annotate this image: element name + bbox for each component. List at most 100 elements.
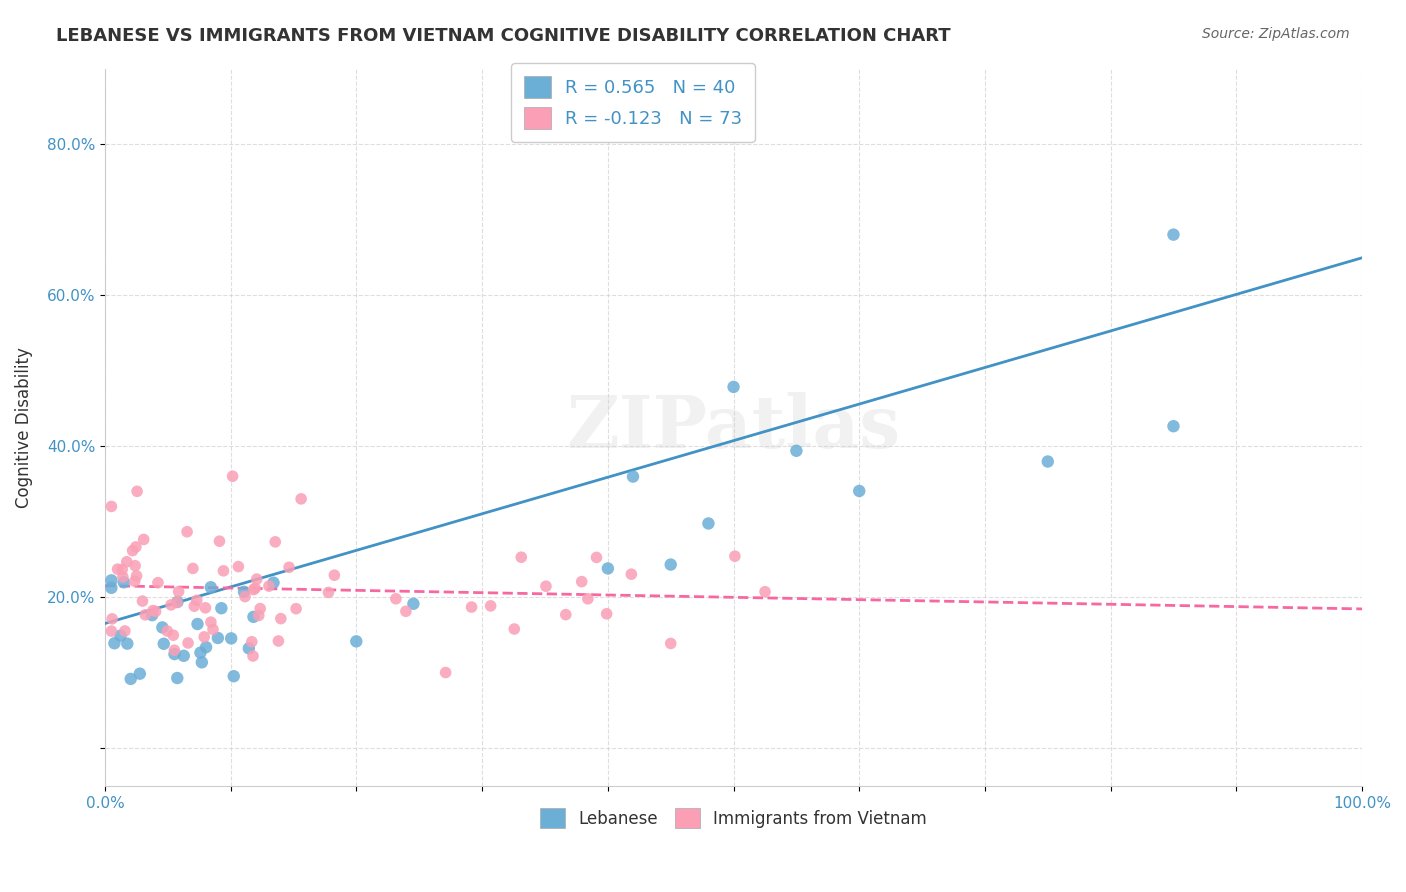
- Point: [596, 561, 619, 575]
- Point: [166, 671, 188, 685]
- Point: [754, 584, 776, 599]
- Point: [160, 598, 183, 612]
- Point: [166, 595, 188, 609]
- Point: [128, 666, 150, 681]
- Point: [125, 484, 148, 499]
- Point: [323, 568, 346, 582]
- Point: [278, 560, 301, 574]
- Point: [621, 469, 644, 483]
- Point: [112, 575, 135, 590]
- Point: [145, 604, 167, 618]
- Point: [176, 524, 198, 539]
- Point: [141, 608, 163, 623]
- Point: [200, 580, 222, 594]
- Point: [146, 575, 169, 590]
- Point: [585, 550, 607, 565]
- Point: [124, 558, 146, 573]
- Point: [242, 648, 264, 663]
- Point: [150, 620, 173, 634]
- Point: [249, 601, 271, 615]
- Point: [100, 624, 122, 639]
- Point: [124, 574, 146, 589]
- Point: [186, 593, 208, 607]
- Point: [395, 604, 418, 618]
- Point: [242, 610, 264, 624]
- Point: [177, 636, 200, 650]
- Point: [103, 636, 125, 650]
- Point: [246, 572, 269, 586]
- Point: [111, 570, 134, 584]
- Point: [221, 469, 243, 483]
- Point: [620, 567, 643, 582]
- Point: [181, 561, 204, 575]
- Point: [207, 631, 229, 645]
- Point: [434, 665, 457, 680]
- Point: [131, 594, 153, 608]
- Point: [132, 533, 155, 547]
- Point: [134, 607, 156, 622]
- Point: [193, 630, 215, 644]
- Point: [125, 540, 148, 554]
- Point: [194, 600, 217, 615]
- Point: [200, 615, 222, 629]
- Point: [848, 483, 870, 498]
- Point: [233, 590, 256, 604]
- Point: [659, 558, 682, 572]
- Point: [152, 637, 174, 651]
- Point: [267, 634, 290, 648]
- Point: [263, 575, 285, 590]
- Point: [242, 582, 264, 597]
- Point: [233, 584, 256, 599]
- Point: [479, 599, 502, 613]
- Point: [697, 516, 720, 531]
- Point: [385, 591, 408, 606]
- Point: [402, 597, 425, 611]
- Point: [162, 628, 184, 642]
- Point: [100, 500, 122, 514]
- Point: [117, 637, 139, 651]
- Y-axis label: Cognitive Disability: Cognitive Disability: [15, 347, 32, 508]
- Point: [209, 601, 232, 615]
- Point: [228, 559, 250, 574]
- Point: [163, 643, 186, 657]
- Point: [554, 607, 576, 622]
- Point: [785, 443, 807, 458]
- Point: [114, 624, 136, 638]
- Point: [595, 607, 617, 621]
- Point: [101, 612, 124, 626]
- Point: [167, 584, 190, 599]
- Text: Source: ZipAtlas.com: Source: ZipAtlas.com: [1202, 27, 1350, 41]
- Point: [1163, 227, 1185, 242]
- Point: [121, 543, 143, 558]
- Point: [110, 629, 132, 643]
- Point: [460, 600, 482, 615]
- Point: [238, 641, 260, 656]
- Point: [240, 634, 263, 648]
- Point: [208, 534, 231, 549]
- Point: [183, 599, 205, 614]
- Point: [173, 648, 195, 663]
- Point: [1036, 454, 1059, 468]
- Point: [142, 604, 165, 618]
- Point: [247, 608, 270, 623]
- Text: LEBANESE VS IMMIGRANTS FROM VIETNAM COGNITIVE DISABILITY CORRELATION CHART: LEBANESE VS IMMIGRANTS FROM VIETNAM COGN…: [56, 27, 950, 45]
- Point: [219, 632, 242, 646]
- Point: [571, 574, 593, 589]
- Point: [191, 656, 214, 670]
- Text: ZIPatlas: ZIPatlas: [567, 392, 901, 463]
- Point: [264, 534, 287, 549]
- Point: [190, 646, 212, 660]
- Point: [257, 579, 280, 593]
- Point: [111, 562, 134, 576]
- Point: [724, 549, 747, 564]
- Point: [120, 672, 142, 686]
- Point: [659, 636, 682, 650]
- Point: [285, 601, 308, 615]
- Point: [503, 622, 526, 636]
- Point: [222, 669, 245, 683]
- Point: [166, 595, 188, 609]
- Point: [195, 640, 218, 655]
- Legend: Lebanese, Immigrants from Vietnam: Lebanese, Immigrants from Vietnam: [533, 801, 934, 835]
- Point: [1163, 419, 1185, 434]
- Point: [100, 581, 122, 595]
